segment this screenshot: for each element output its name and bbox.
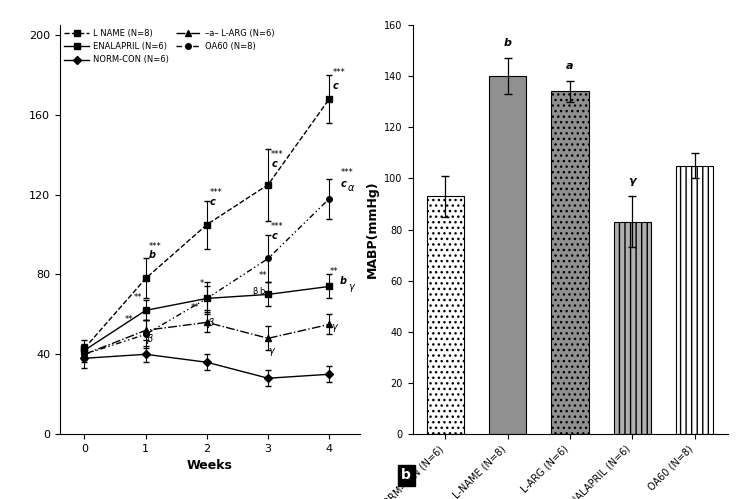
Bar <box>614 222 651 434</box>
Text: **: ** <box>134 293 142 302</box>
L NAME (N=8) <box>325 96 334 102</box>
NORM-CON (N=6) <box>141 351 150 357</box>
Text: **: ** <box>124 315 133 324</box>
Text: ***: *** <box>340 168 353 177</box>
L NAME (N=8) <box>80 345 89 351</box>
Text: ***: *** <box>148 242 161 250</box>
L NAME (N=8) <box>264 182 273 188</box>
Bar <box>427 196 464 434</box>
Text: **: ** <box>330 267 338 276</box>
Text: ***: *** <box>272 222 284 231</box>
OA60 (N=8) <box>80 351 89 357</box>
Text: c: c <box>272 231 277 241</box>
OA60 (N=8) <box>264 255 273 261</box>
Text: β: β <box>207 318 213 328</box>
L NAME (N=8) <box>202 222 211 228</box>
Text: c: c <box>272 159 277 169</box>
Text: a: a <box>566 61 574 71</box>
Text: ***: *** <box>272 150 284 159</box>
Y-axis label: MABP(mmHg): MABP(mmHg) <box>366 181 379 278</box>
Text: γ: γ <box>332 322 338 332</box>
ENALAPRIL (N=6) <box>264 291 273 297</box>
L-ARG (N=6) <box>325 321 334 327</box>
ENALAPRIL (N=6) <box>141 307 150 313</box>
ENALAPRIL (N=6) <box>325 283 334 289</box>
OA60 (N=8) <box>141 331 150 337</box>
Legend: L NAME (N=8), ENALAPRIL (N=6), NORM-CON (N=6), –a– L-ARG (N=6), OA60 (N=8): L NAME (N=8), ENALAPRIL (N=6), NORM-CON … <box>64 29 274 64</box>
OA60 (N=8) <box>325 196 334 202</box>
Text: α: α <box>348 183 354 193</box>
Line: NORM-CON (N=6): NORM-CON (N=6) <box>82 351 332 381</box>
NORM-CON (N=6) <box>325 371 334 377</box>
Text: ***: *** <box>332 68 345 77</box>
Line: L NAME (N=8): L NAME (N=8) <box>82 96 332 351</box>
L-ARG (N=6) <box>141 327 150 333</box>
ENALAPRIL (N=6) <box>80 347 89 353</box>
Line: ENALAPRIL (N=6): ENALAPRIL (N=6) <box>82 283 332 353</box>
Text: *: * <box>200 279 204 288</box>
Bar <box>676 166 713 434</box>
Text: b: b <box>401 468 411 482</box>
Line: L-ARG (N=6): L-ARG (N=6) <box>82 319 332 357</box>
Text: b: b <box>339 276 346 286</box>
L-ARG (N=6) <box>264 335 273 341</box>
L NAME (N=8) <box>141 275 150 281</box>
L-ARG (N=6) <box>202 319 211 325</box>
Text: γ: γ <box>348 282 354 292</box>
Text: **: ** <box>190 303 199 312</box>
Text: γ: γ <box>628 176 636 186</box>
ENALAPRIL (N=6) <box>202 295 211 301</box>
Text: ***: *** <box>210 188 223 197</box>
NORM-CON (N=6) <box>80 355 89 361</box>
Bar <box>551 91 589 434</box>
OA60 (N=8) <box>202 295 211 301</box>
Bar <box>489 76 526 434</box>
NORM-CON (N=6) <box>264 375 273 381</box>
Text: **: ** <box>259 271 268 280</box>
Text: β b: β b <box>253 287 266 296</box>
Text: c: c <box>210 197 216 207</box>
NORM-CON (N=6) <box>202 359 211 365</box>
Text: c: c <box>340 179 346 189</box>
Text: b: b <box>148 250 156 260</box>
Text: γ: γ <box>268 346 274 356</box>
Text: b: b <box>504 38 512 48</box>
X-axis label: Weeks: Weeks <box>187 460 233 473</box>
Text: β: β <box>146 334 152 344</box>
Text: c: c <box>332 81 338 91</box>
Line: OA60 (N=8): OA60 (N=8) <box>82 196 332 357</box>
L-ARG (N=6) <box>80 351 89 357</box>
